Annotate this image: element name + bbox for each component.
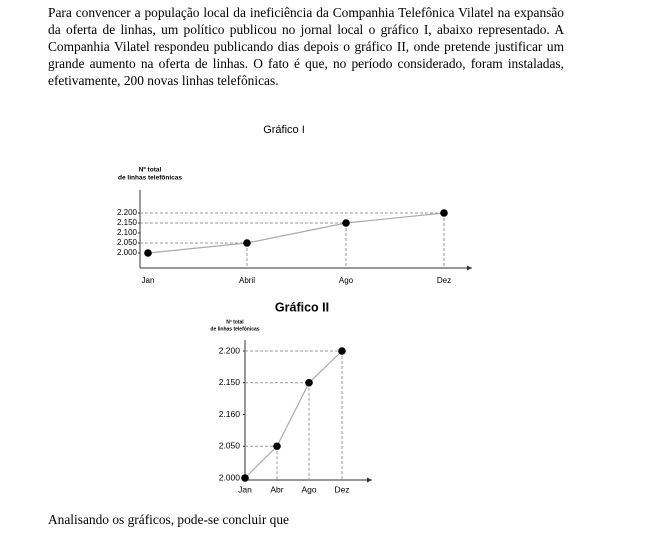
point bbox=[305, 378, 313, 387]
line bbox=[147, 212, 445, 254]
closing-text: Analisando os gráficos, pode-se concluir… bbox=[48, 512, 289, 527]
y-tick-label: 2.150 bbox=[117, 218, 138, 227]
x-tick-label: Dez bbox=[334, 484, 349, 494]
point bbox=[273, 442, 281, 451]
y-tick-label: 2.000 bbox=[117, 248, 138, 257]
point bbox=[243, 239, 251, 247]
point bbox=[342, 219, 350, 227]
point bbox=[440, 209, 448, 217]
line bbox=[244, 350, 343, 479]
x-tick-label: Ago bbox=[339, 276, 354, 285]
x-tick-label: Ago bbox=[301, 484, 316, 494]
point bbox=[241, 474, 249, 482]
y-axis-label: de linhas telefônicas bbox=[210, 326, 259, 332]
y-tick-label: 2.100 bbox=[117, 228, 138, 237]
y-axis-label: Nº total bbox=[226, 319, 244, 325]
y-tick-label: 2.000 bbox=[219, 472, 241, 482]
y-tick-label: 2.050 bbox=[117, 238, 138, 247]
chart-title: Gráfico II bbox=[275, 300, 329, 314]
x-tick-label: Abril bbox=[239, 276, 255, 285]
x-tick-label: Jan bbox=[142, 276, 155, 285]
point bbox=[144, 249, 152, 257]
y-tick-label: 2.050 bbox=[219, 441, 241, 451]
y-tick-label: 2.150 bbox=[219, 377, 241, 387]
x-tick-label: Dez bbox=[437, 276, 451, 285]
x-axis-arrow bbox=[367, 477, 372, 483]
y-axis-label: de linhas telefônicas bbox=[118, 175, 182, 182]
y-tick-label: 2.200 bbox=[219, 345, 241, 355]
x-tick-label: Jan bbox=[238, 484, 252, 494]
y-axis-label: Nº total bbox=[139, 167, 162, 174]
x-axis-arrow bbox=[467, 265, 472, 271]
chart-title: Gráfico I bbox=[263, 124, 305, 136]
y-tick-label: 2.160 bbox=[219, 409, 241, 419]
x-tick-label: Abr bbox=[270, 484, 283, 494]
point bbox=[338, 347, 346, 355]
y-tick-label: 2.200 bbox=[117, 208, 138, 217]
paragraph: Para convencer a população local da inef… bbox=[48, 5, 564, 88]
